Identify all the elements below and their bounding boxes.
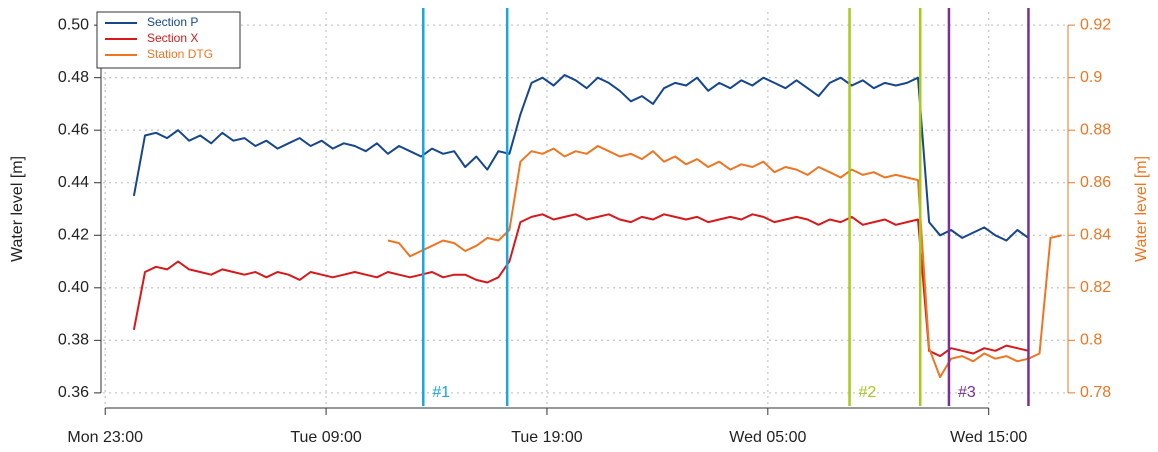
series-line	[132, 74, 1030, 242]
y-tick-label: 0.44	[58, 174, 89, 191]
y-tick-label: 0.36	[58, 384, 89, 401]
event-label: #1	[432, 384, 450, 401]
x-tick-label: Wed 05:00	[729, 429, 806, 446]
y2-tick-label: 0.92	[1080, 16, 1111, 33]
y2-axis-label: Water level [m]	[1133, 156, 1150, 262]
event-label: #2	[859, 384, 877, 401]
series-line	[387, 145, 1062, 379]
y-axis-label: Water level [m]	[9, 156, 26, 262]
x-tick-label: Tue 09:00	[290, 429, 362, 446]
y-tick-label: 0.50	[58, 16, 89, 33]
legend-label: Station DTG	[147, 47, 213, 61]
y-tick-label: 0.46	[58, 121, 89, 138]
y-tick-label: 0.38	[58, 332, 89, 349]
y2-tick-label: 0.88	[1080, 121, 1111, 138]
series-line	[132, 213, 1029, 358]
y-tick-label: 0.48	[58, 69, 89, 86]
y2-tick-label: 0.86	[1080, 174, 1111, 191]
y2-tick-label: 0.9	[1080, 69, 1102, 86]
x-tick-label: Tue 19:00	[511, 429, 583, 446]
y-tick-label: 0.40	[58, 279, 89, 296]
x-tick-label: Mon 23:00	[67, 429, 143, 446]
legend-label: Section P	[147, 15, 198, 29]
legend-label: Section X	[147, 31, 198, 45]
y2-tick-label: 0.8	[1080, 332, 1102, 349]
x-tick-label: Wed 15:00	[950, 429, 1027, 446]
event-label: #3	[958, 384, 976, 401]
y2-tick-label: 0.78	[1080, 384, 1111, 401]
legend: Section P Section X Station DTG	[96, 11, 241, 69]
y2-tick-label: 0.82	[1080, 279, 1111, 296]
y-tick-label: 0.42	[58, 226, 89, 243]
y2-tick-label: 0.84	[1080, 226, 1111, 243]
